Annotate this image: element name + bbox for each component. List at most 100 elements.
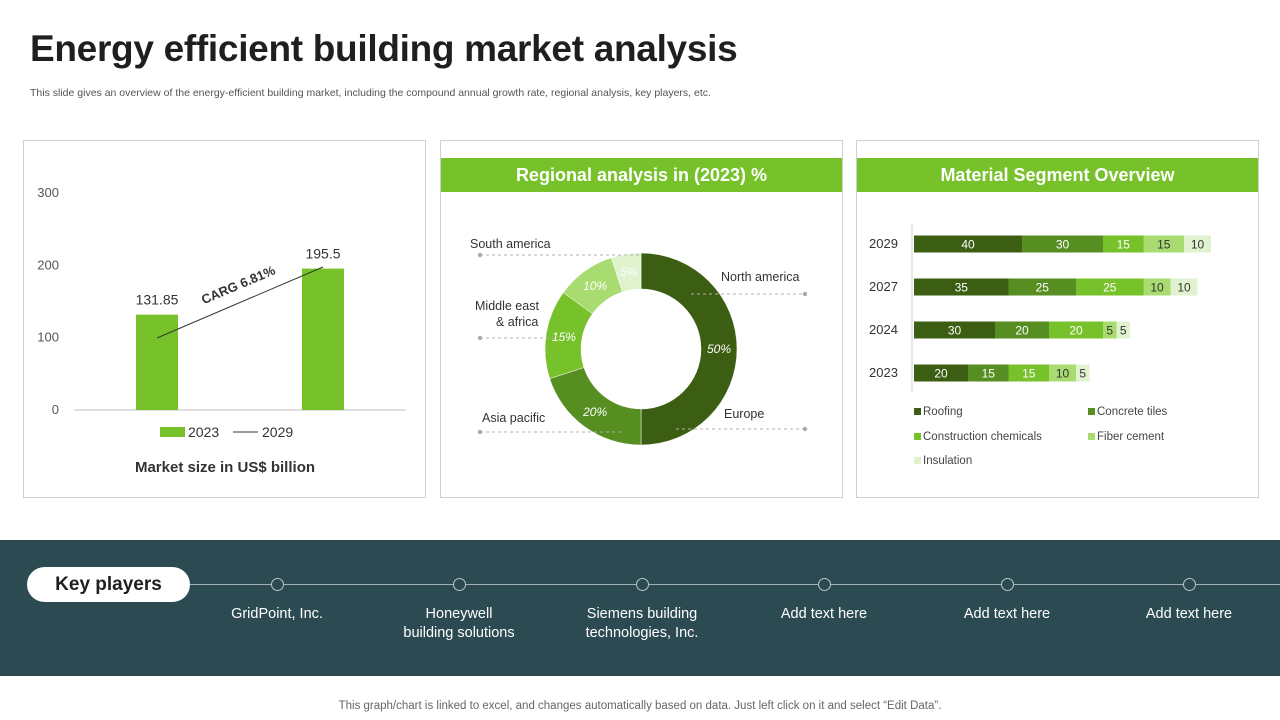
stack-value-label: 10 bbox=[1056, 367, 1070, 381]
timeline-dot bbox=[1000, 578, 1014, 591]
legend-label-2023: 2023 bbox=[188, 424, 219, 440]
timeline-dot bbox=[270, 578, 284, 591]
donut-callout-label: North america bbox=[721, 270, 800, 284]
stack-value-label: 20 bbox=[934, 367, 948, 381]
stack-segment[interactable] bbox=[1170, 278, 1198, 296]
material-segment-panel[interactable]: Material Segment Overview 2029 40 30 15 15 10… bbox=[856, 140, 1259, 498]
stack-segment[interactable] bbox=[995, 321, 1049, 339]
market-bar-2029[interactable] bbox=[302, 268, 344, 410]
donut-callout-label: Middle east bbox=[475, 299, 539, 313]
key-player-line: Add text here bbox=[780, 606, 868, 622]
footer-note: This graph/chart is linked to excel, and… bbox=[338, 700, 942, 712]
y-tick-label: 0 bbox=[52, 402, 59, 417]
stack-segment[interactable] bbox=[1184, 235, 1211, 253]
chart-caption: Market size in US$ billion bbox=[135, 459, 315, 476]
legend-label: Construction chemicals bbox=[923, 431, 1042, 443]
stack-value-label: 5 bbox=[1120, 324, 1127, 338]
key-player-label: GridPoint, Inc. bbox=[187, 605, 367, 624]
timeline-line bbox=[180, 584, 1280, 585]
legend-label: Roofing bbox=[923, 406, 963, 418]
market-size-chart[interactable]: 0 100 200 300 131.85 195.5 CARG 6.81% 2023 2029 M… bbox=[24, 141, 427, 499]
stack-segment[interactable] bbox=[1022, 235, 1103, 253]
timeline-dot bbox=[1182, 578, 1196, 591]
donut-value-label: 5% bbox=[620, 265, 638, 279]
donut-value-label: 50% bbox=[707, 342, 731, 356]
stack-segment[interactable] bbox=[1008, 364, 1050, 382]
stack-value-label: 10 bbox=[1150, 281, 1164, 295]
stack-value-label: 40 bbox=[961, 238, 975, 252]
stack-segment[interactable] bbox=[914, 321, 995, 339]
key-players-band: Key players GridPoint, Inc. Honeywell buil… bbox=[0, 540, 1280, 676]
stack-segment[interactable] bbox=[1143, 235, 1185, 253]
donut-slice[interactable] bbox=[640, 252, 738, 446]
y-tick-label: 200 bbox=[37, 257, 59, 272]
donut-callout-label: Europe bbox=[724, 407, 764, 421]
timeline-dot bbox=[817, 578, 831, 591]
key-player-line: Add text here bbox=[963, 606, 1051, 622]
bar-value-label: 131.85 bbox=[136, 292, 179, 308]
market-bar-2023[interactable] bbox=[136, 314, 178, 410]
regional-analysis-title: Regional analysis in (2023) % bbox=[441, 158, 842, 192]
stack-value-label: 5 bbox=[1106, 324, 1113, 338]
donut-slice[interactable] bbox=[611, 252, 642, 293]
callout-dot bbox=[802, 291, 808, 297]
legend-label: Insulation bbox=[923, 455, 972, 467]
stack-segment[interactable] bbox=[1143, 278, 1171, 296]
stack-segment[interactable] bbox=[914, 235, 1022, 253]
key-player-label: Add text here bbox=[734, 605, 914, 624]
donut-value-label: 20% bbox=[582, 405, 607, 419]
stack-segment[interactable] bbox=[914, 278, 1009, 296]
stack-value-label: 10 bbox=[1191, 238, 1205, 252]
stack-value-label: 35 bbox=[955, 281, 969, 295]
legend-swatch bbox=[914, 457, 921, 464]
market-size-panel[interactable]: 0 100 200 300 131.85 195.5 CARG 6.81% 2023 2029 M… bbox=[23, 140, 426, 498]
key-player-line: GridPoint, Inc. bbox=[231, 606, 323, 622]
stack-value-label: 15 bbox=[982, 367, 996, 381]
key-player-line: Siemens building bbox=[586, 606, 698, 622]
stack-value-label: 10 bbox=[1177, 281, 1191, 295]
stack-value-label: 20 bbox=[1069, 324, 1083, 338]
legend-bar-swatch bbox=[160, 427, 185, 437]
callout-dot bbox=[477, 429, 483, 435]
regional-donut-chart[interactable]: 50% 20% 15% 10% 5% South america North america… bbox=[441, 141, 844, 499]
category-label: 2023 bbox=[869, 365, 898, 380]
legend-label: Concrete tiles bbox=[1097, 406, 1168, 418]
donut-value-label: 10% bbox=[583, 279, 607, 293]
category-label: 2029 bbox=[869, 236, 898, 251]
stack-segment[interactable] bbox=[1049, 364, 1076, 382]
category-label: 2024 bbox=[869, 322, 898, 337]
stack-value-label: 30 bbox=[1056, 238, 1070, 252]
stack-segment[interactable] bbox=[1103, 235, 1144, 253]
stack-segment[interactable] bbox=[1049, 321, 1103, 339]
regional-analysis-panel[interactable]: Regional analysis in (2023) % 50% 20% 15% 1… bbox=[440, 140, 843, 498]
page-subtitle: This slide gives an overview of the ener… bbox=[30, 87, 711, 99]
callout-dot bbox=[477, 252, 483, 258]
donut-value-label: 15% bbox=[552, 330, 576, 344]
stack-value-label: 15 bbox=[1157, 238, 1171, 252]
key-player-label: Siemens building technologies, Inc. bbox=[552, 605, 732, 643]
stack-segment[interactable] bbox=[1116, 321, 1131, 339]
callout-dot bbox=[477, 335, 483, 341]
callout-dot bbox=[802, 426, 808, 432]
stack-value-label: 15 bbox=[1022, 367, 1036, 381]
stack-segment[interactable] bbox=[968, 364, 1009, 382]
key-player-line: technologies, Inc. bbox=[585, 625, 699, 641]
timeline-dot bbox=[635, 578, 649, 591]
stack-segment[interactable] bbox=[1076, 278, 1144, 296]
legend-label-2029: 2029 bbox=[262, 424, 293, 440]
stack-segment[interactable] bbox=[1076, 364, 1090, 382]
legend-label: Fiber cement bbox=[1097, 431, 1165, 443]
stack-value-label: 30 bbox=[948, 324, 962, 338]
donut-callout-label: South america bbox=[470, 237, 551, 251]
stack-segment[interactable] bbox=[914, 364, 968, 382]
stack-value-label: 25 bbox=[1103, 281, 1117, 295]
donut-callout-label: & africa bbox=[496, 315, 538, 329]
legend-swatch bbox=[914, 433, 921, 440]
stack-value-label: 20 bbox=[1015, 324, 1029, 338]
legend-swatch bbox=[1088, 433, 1095, 440]
legend-swatch bbox=[914, 408, 921, 415]
category-label: 2027 bbox=[869, 279, 898, 294]
stack-segment[interactable] bbox=[1008, 278, 1077, 296]
stack-segment[interactable] bbox=[1103, 321, 1117, 339]
